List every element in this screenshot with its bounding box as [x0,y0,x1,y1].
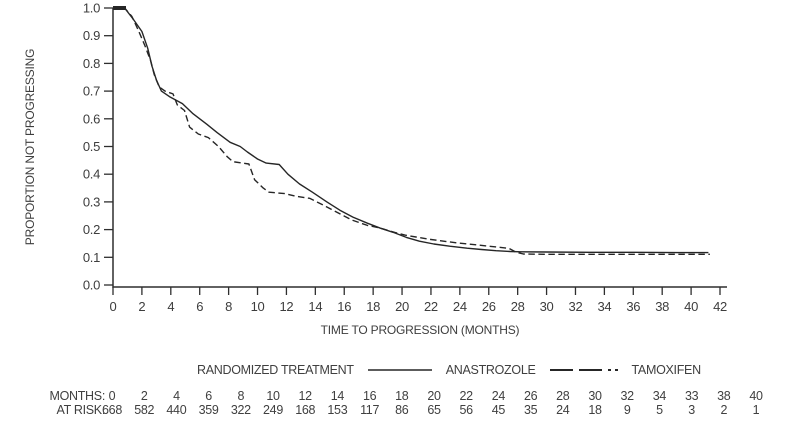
tamoxifen-line-sample [549,369,618,371]
y-tick-label: 0.1 [83,250,100,265]
risk-month-cell: 33 [684,389,699,403]
x-tick-label: 6 [196,299,203,314]
x-tick-label: 28 [511,299,525,314]
x-tick-label: 20 [395,299,409,314]
x-tick-label: 0 [110,299,117,314]
risk-value-cell: 86 [395,403,409,417]
risk-value-cell: 1 [752,403,760,417]
risk-month-cell: 0 [108,389,116,403]
y-tick-label: 0.9 [83,28,100,43]
risk-value-cell: 440 [166,403,187,417]
km-chart-plot: 0.00.10.20.30.40.50.60.70.80.91.00 2 4 6 8 10… [23,1,727,338]
axes-lines [112,8,727,288]
months-row-label: MONTHS: [49,389,105,403]
risk-month-cell: 26 [523,389,538,403]
risk-value-cell: 3 [688,403,695,417]
risk-value-cell: 45 [491,403,506,417]
risk-month-cell: 20 [427,389,441,403]
x-tick-label: 42 [713,299,727,314]
risk-value-cell: 668 [102,403,122,417]
risk-value-cell: 582 [134,403,155,417]
legend-label-tamoxifen: TAMOXIFEN [631,363,702,377]
risk-month-cell: 10 [266,389,280,403]
x-tick-label: 22 [424,299,438,314]
risk-value-cell: 117 [360,403,380,417]
risk-value-cell: 153 [327,403,348,417]
x-tick-label: 36 [626,299,640,314]
risk-month-cell: 22 [459,389,474,403]
risk-month-cell: 4 [173,389,180,403]
x-tick-label: 26 [482,299,496,314]
risk-month-cell: 40 [749,389,763,403]
risk-month-cell: 8 [237,389,245,403]
legend-group-label: RANDOMIZED TREATMENT [197,363,354,377]
y-tick-label: 0.3 [83,194,100,209]
x-tick-label: 12 [279,299,293,314]
risk-month-cell: 16 [362,389,377,403]
risk-month-cell: 2 [140,389,148,403]
risk-value-cell: 249 [263,403,283,417]
y-tick-label: 0.7 [83,84,100,99]
x-tick-label: 16 [337,299,351,314]
x-tick-label: 40 [684,299,698,314]
risk-value-cell: 18 [588,403,602,417]
risk-value-cell: 24 [556,403,570,417]
risk-month-cell: 24 [491,389,506,403]
x-tick-label: 18 [366,299,380,314]
x-tick-label: 38 [655,299,669,314]
risk-month-cell: 18 [395,389,409,403]
x-tick-label: 2 [138,299,145,314]
risk-month-cell: 34 [652,389,667,403]
risk-value-cell: 2 [720,403,728,417]
y-tick-label: 0.4 [83,167,100,182]
y-tick-label: 0.2 [83,222,100,237]
at-risk-row-label: AT RISK: [56,403,105,417]
risk-month-cell: 14 [330,389,345,403]
risk-value-cell: 65 [427,403,441,417]
risk-value-cell: 5 [656,403,663,417]
x-tick-label: 34 [597,299,611,314]
y-tick-label: 0.8 [83,56,100,71]
risk-value-cell: 56 [459,403,474,417]
risk-value-cell: 35 [523,403,538,417]
x-tick-label: 24 [453,299,467,314]
x-axis-title: TIME TO PROGRESSION (MONTHS) [321,323,520,337]
anastrozole-line-sample [367,369,432,371]
x-tick-label: 10 [251,299,265,314]
legend: RANDOMIZED TREATMENT ANASTROZOLE TAMOXIF… [197,361,701,379]
risk-value-cell: 359 [198,403,219,417]
x-tick-label: 14 [308,299,322,314]
anastrozole-curve [113,7,709,254]
risk-month-cell: 38 [717,389,731,403]
x-tick-label: 30 [540,299,554,314]
risk-value-cell: 322 [230,403,251,417]
x-tick-label: 4 [167,299,174,314]
legend-label-anastrozole: ANASTROZOLE [445,363,536,377]
y-tick-label: 1.0 [83,1,100,16]
at-risk-values-row: AT RISK: 668 582 440 359 322 249 168 153 117 86 65… [0,403,802,417]
risk-month-cell: 32 [620,389,635,403]
risk-month-cell: 28 [556,389,570,403]
risk-month-cell: 6 [205,389,212,403]
risk-value-cell: 9 [623,403,631,417]
y-tick-label: 0.0 [83,278,100,293]
risk-month-cell: 30 [588,389,602,403]
y-tick-label: 0.6 [83,111,100,126]
x-tick-label: 32 [569,299,583,314]
at-risk-months-row: MONTHS: 0 2 4 6 8 10 12 14 16 18 20 22 24 26 28 30 32 34 3… [0,389,802,403]
x-tick-label: 8 [225,299,232,314]
y-axis-title: PROPORTION NOT PROGRESSING [23,49,37,245]
risk-value-cell: 168 [295,403,316,417]
tamoxifen-curve [113,7,710,256]
at-risk-table: MONTHS: 0 2 4 6 8 10 12 14 16 18 20 22 24 26 28 30 32 34 3… [0,388,802,422]
y-tick-label: 0.5 [83,139,100,154]
risk-month-cell: 12 [298,389,313,403]
